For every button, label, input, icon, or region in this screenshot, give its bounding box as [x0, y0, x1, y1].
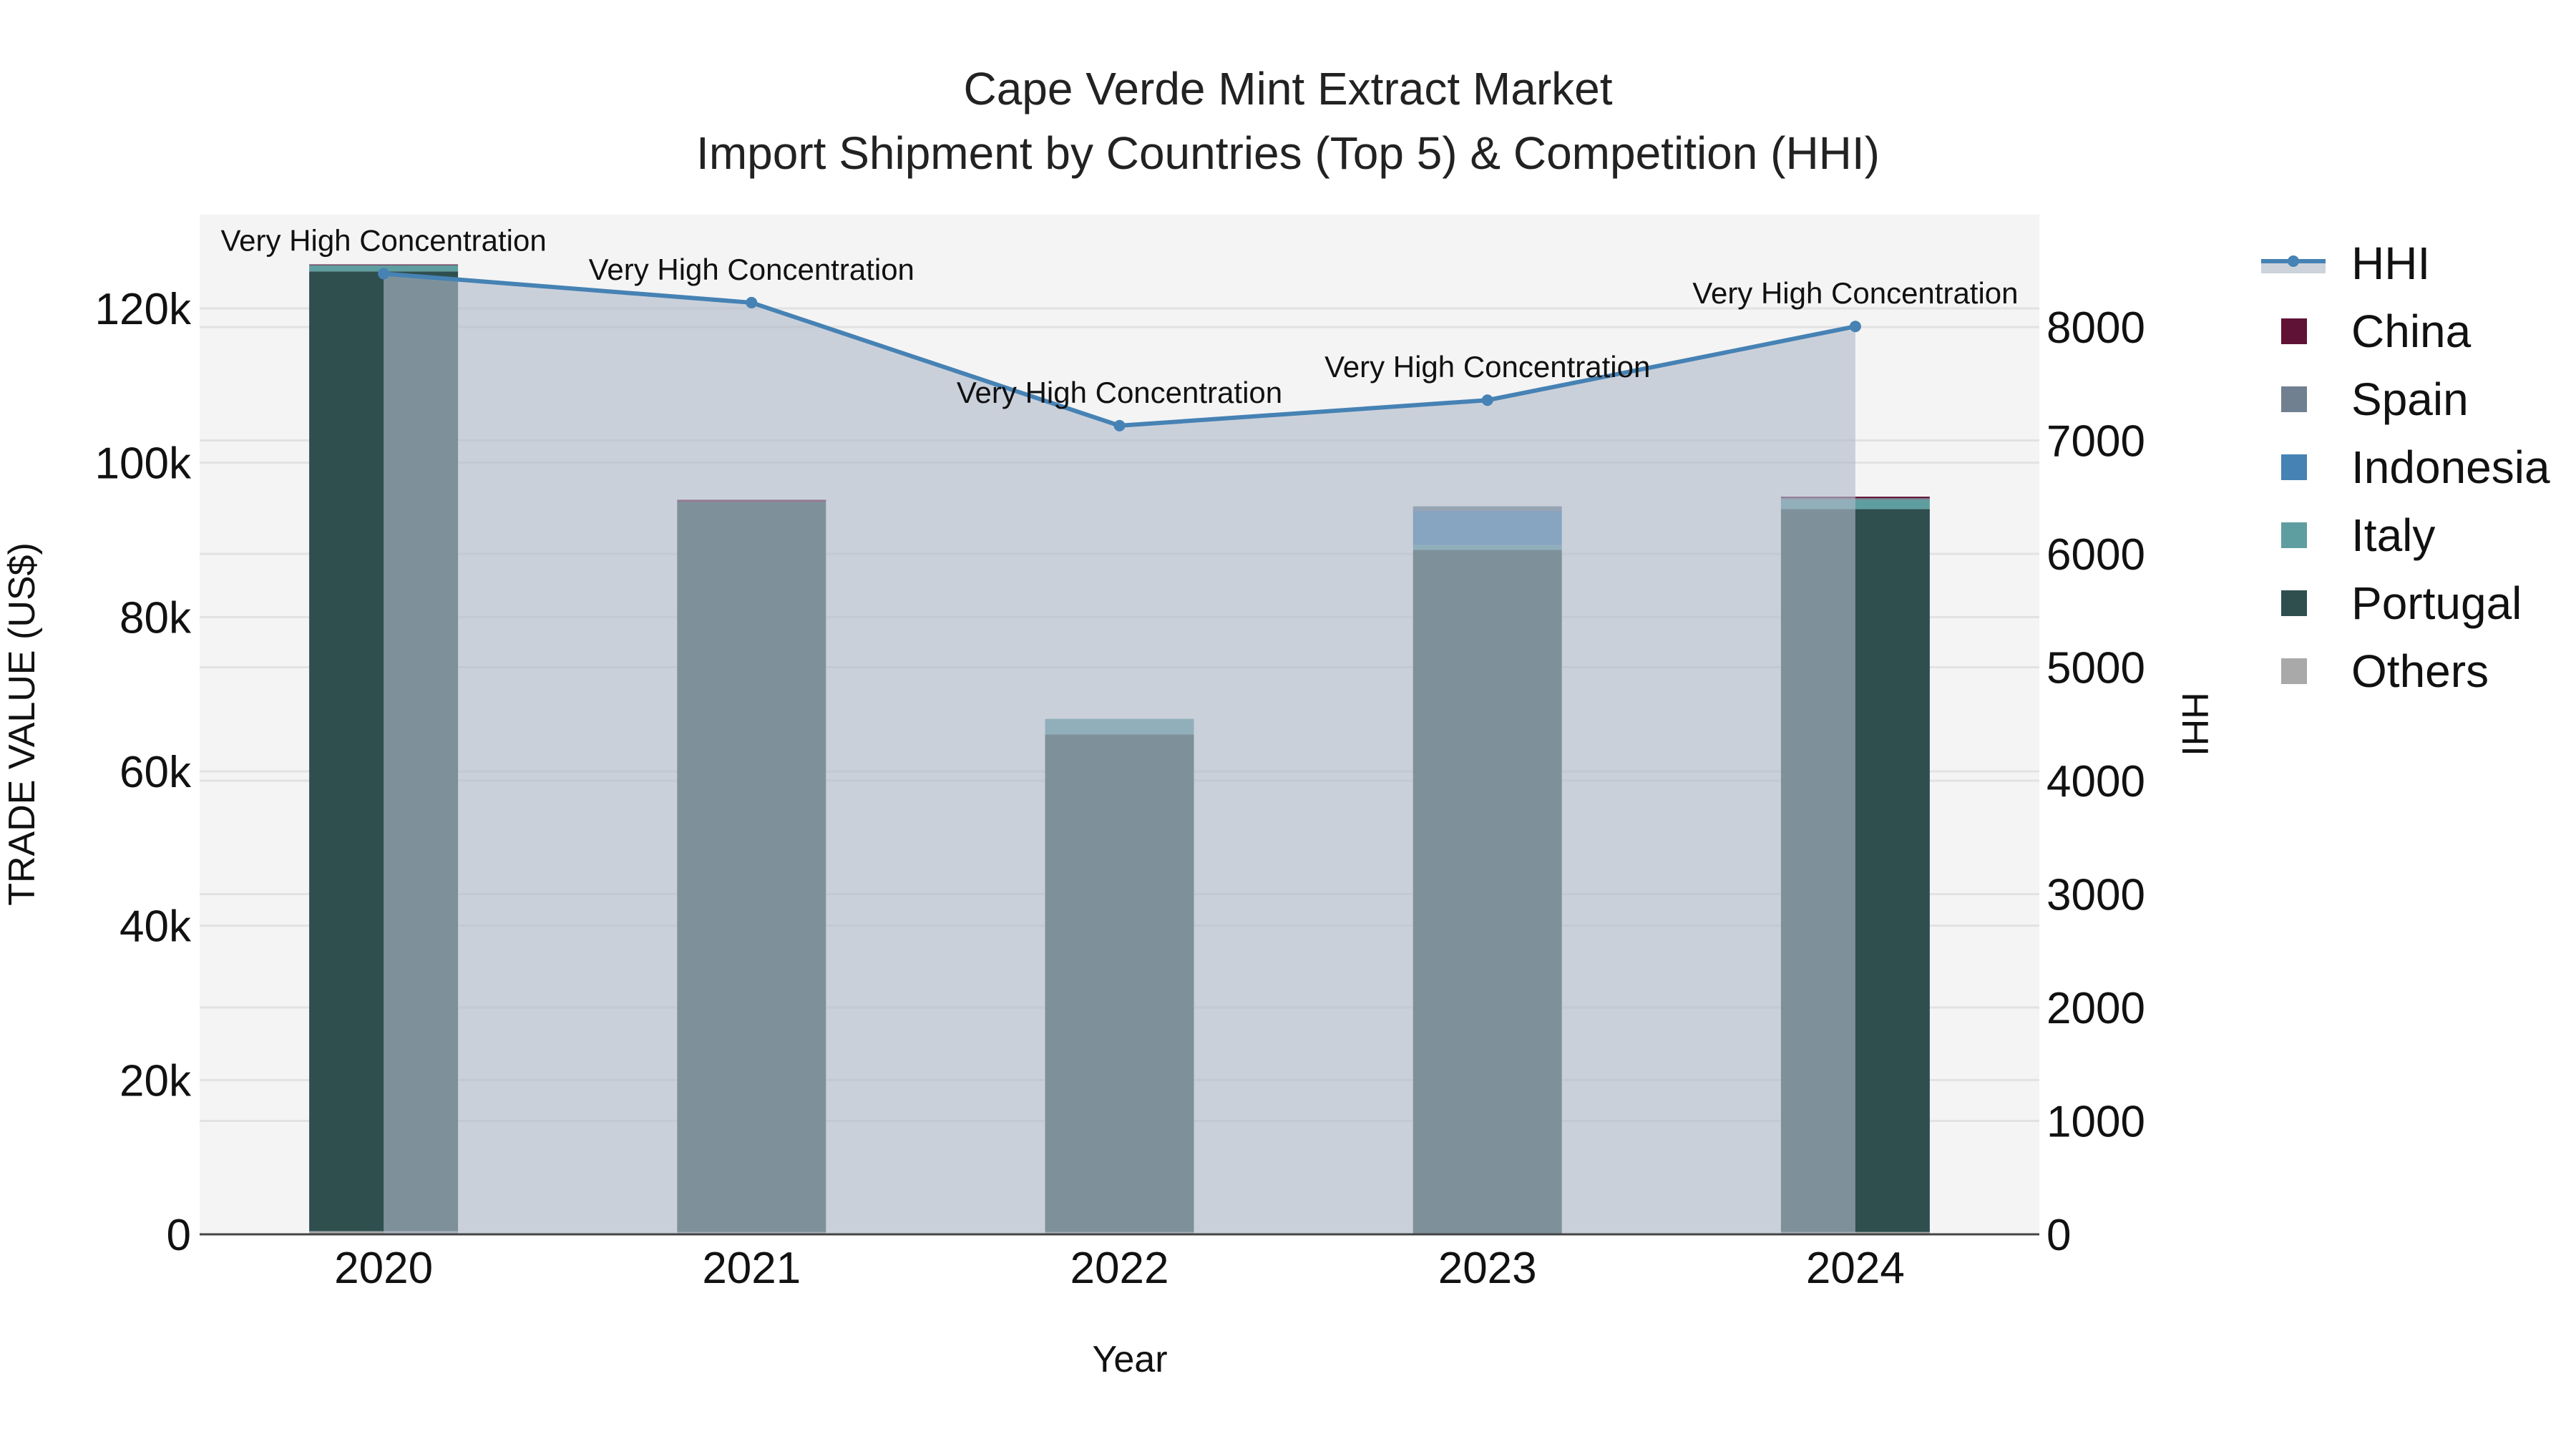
legend-item-portugal[interactable]: Portugal: [2261, 569, 2550, 637]
x-tick-label: 2021: [702, 1244, 801, 1293]
color-swatch-icon: [2281, 522, 2307, 548]
y-tick-label: 120k: [95, 285, 192, 334]
legend-item-others[interactable]: Others: [2261, 637, 2550, 705]
hhi-annotation: Very High Concentration: [220, 224, 546, 258]
x-tick-label: 2024: [1806, 1244, 1905, 1293]
y2-tick-label: 7000: [2046, 417, 2145, 467]
legend-label: HHI: [2351, 237, 2431, 289]
y-tick-label: 100k: [95, 439, 192, 489]
color-swatch-icon: [2281, 454, 2307, 480]
y2-tick-label: 6000: [2046, 530, 2145, 580]
y2-axis-title: HHI: [2174, 692, 2215, 756]
hhi-area: [384, 273, 1855, 1234]
hhi-marker[interactable]: [746, 296, 758, 308]
legend-item-indonesia[interactable]: Indonesia: [2261, 433, 2550, 501]
y-tick-label: 80k: [119, 593, 192, 643]
hhi-annotation: Very High Concentration: [957, 376, 1282, 409]
plot-area: 0 20k 40k 60k 80k 100k 120k 0 1000 2000 3000 4000 50…: [95, 215, 2145, 1293]
hhi-marker[interactable]: [1113, 419, 1126, 431]
y-tick-label: 40k: [119, 902, 192, 952]
color-swatch-icon: [2281, 386, 2307, 412]
y-axis-title: TRADE VALUE (US$): [1, 542, 43, 906]
y-tick-label: 0: [167, 1211, 191, 1260]
line-marker-icon: [2261, 250, 2326, 276]
color-swatch-icon: [2281, 658, 2307, 684]
hhi-annotation: Very High Concentration: [589, 253, 914, 286]
x-tick-label: 2023: [1438, 1244, 1537, 1293]
legend-label: China: [2351, 305, 2472, 357]
legend-label: Italy: [2351, 509, 2436, 561]
legend-label: Portugal: [2351, 577, 2522, 629]
legend-item-hhi[interactable]: HHI: [2261, 229, 2550, 297]
y-tick-label: 20k: [119, 1056, 192, 1106]
x-tick-label: 2020: [334, 1244, 433, 1293]
x-axis-title: Year: [1092, 1339, 1167, 1380]
y2-tick-label: 8000: [2046, 303, 2145, 353]
legend: HHI China Spain Indonesia Italy Portugal…: [2261, 229, 2550, 705]
legend-label: Others: [2351, 645, 2489, 697]
y2-tick-label: 4000: [2046, 757, 2145, 806]
y-tick-label: 60k: [119, 748, 192, 797]
y2-tick-label: 2000: [2046, 984, 2145, 1033]
legend-item-italy[interactable]: Italy: [2261, 501, 2550, 569]
hhi-marker[interactable]: [1849, 321, 1861, 333]
y2-tick-label: 3000: [2046, 871, 2145, 920]
hhi-marker[interactable]: [1481, 394, 1493, 406]
x-tick-label: 2022: [1070, 1244, 1169, 1293]
chart-title-line1: Cape Verde Mint Extract Market: [963, 63, 1612, 114]
hhi-annotation: Very High Concentration: [1324, 350, 1650, 384]
y2-tick-label: 1000: [2046, 1098, 2145, 1147]
y2-tick-label: 0: [2046, 1211, 2071, 1260]
legend-item-spain[interactable]: Spain: [2261, 365, 2550, 433]
legend-label: Spain: [2351, 373, 2469, 425]
legend-item-china[interactable]: China: [2261, 297, 2550, 365]
color-swatch-icon: [2281, 318, 2307, 344]
y2-tick-label: 5000: [2046, 644, 2145, 693]
hhi-marker[interactable]: [378, 268, 390, 280]
legend-label: Indonesia: [2351, 441, 2550, 493]
chart-title-line2: Import Shipment by Countries (Top 5) & C…: [696, 127, 1880, 179]
color-swatch-icon: [2281, 590, 2307, 616]
hhi-annotation: Very High Concentration: [1692, 276, 2018, 310]
